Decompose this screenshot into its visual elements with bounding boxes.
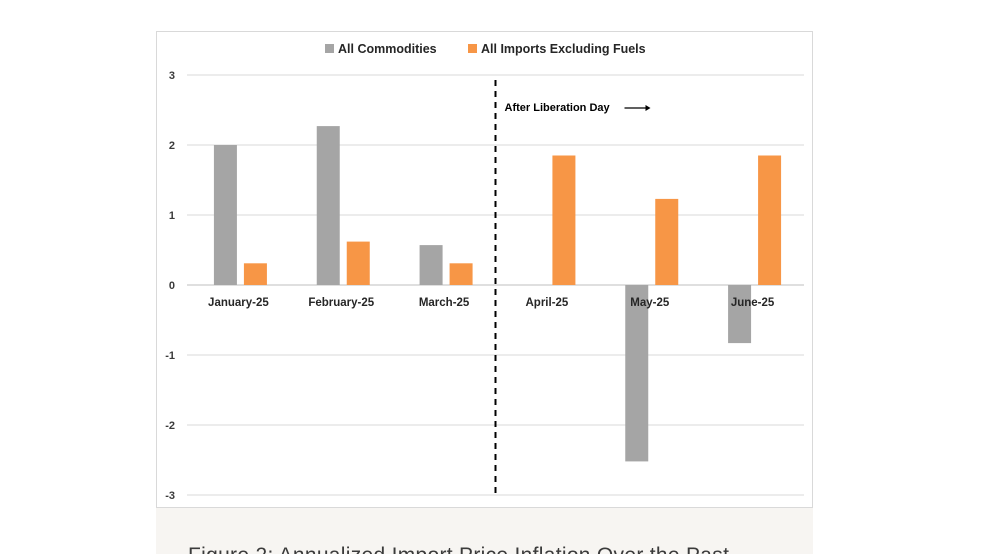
x-tick-label: February-25 <box>308 297 374 309</box>
bar <box>625 285 649 462</box>
bars <box>213 126 782 462</box>
bar <box>213 145 237 285</box>
bar <box>419 245 443 285</box>
x-tick-label: May-25 <box>630 297 670 309</box>
legend-label: All Imports Excluding Fuels <box>481 42 646 56</box>
legend-swatch <box>325 44 334 53</box>
bar <box>316 126 340 285</box>
x-tick-label: January-25 <box>208 297 269 309</box>
x-axis-ticks: January-25 February-25 March-25 April-25 May… <box>208 297 775 309</box>
y-tick-label: 3 <box>169 70 175 82</box>
y-tick-label: -2 <box>165 420 175 432</box>
y-tick-label: 1 <box>169 210 175 222</box>
annotation-label: After Liberation Day <box>505 102 611 114</box>
bar-chart: 3 2 1 0 -1 -2 -3 January-25 February-25 March-25… <box>165 42 804 502</box>
x-tick-label: April-25 <box>526 297 569 309</box>
figure-caption-box: Figure 2: Annualized Import Price Inflat… <box>156 508 813 554</box>
annotation: After Liberation Day <box>494 80 651 495</box>
bar <box>243 263 267 285</box>
bar <box>655 198 679 285</box>
chart-frame: 3 2 1 0 -1 -2 -3 January-25 February-25 March-25… <box>156 31 813 508</box>
legend-swatch <box>468 44 477 53</box>
legend-label: All Commodities <box>338 42 437 56</box>
x-tick-label: March-25 <box>419 297 470 309</box>
y-tick-label: 2 <box>169 140 175 152</box>
bar <box>552 155 576 285</box>
x-tick-label: June-25 <box>731 297 775 309</box>
bar <box>449 263 473 285</box>
figure-caption: Figure 2: Annualized Import Price Inflat… <box>188 544 729 554</box>
y-tick-label: -3 <box>165 490 175 502</box>
y-tick-label: -1 <box>165 350 175 362</box>
annotation-arrowhead-icon <box>645 105 651 111</box>
y-axis-ticks: 3 2 1 0 -1 -2 -3 <box>165 70 175 502</box>
legend: All Commodities All Imports Excluding Fue… <box>325 42 646 56</box>
bar <box>758 155 782 285</box>
bar <box>728 285 752 344</box>
bar <box>346 241 370 285</box>
y-tick-label: 0 <box>169 280 175 292</box>
